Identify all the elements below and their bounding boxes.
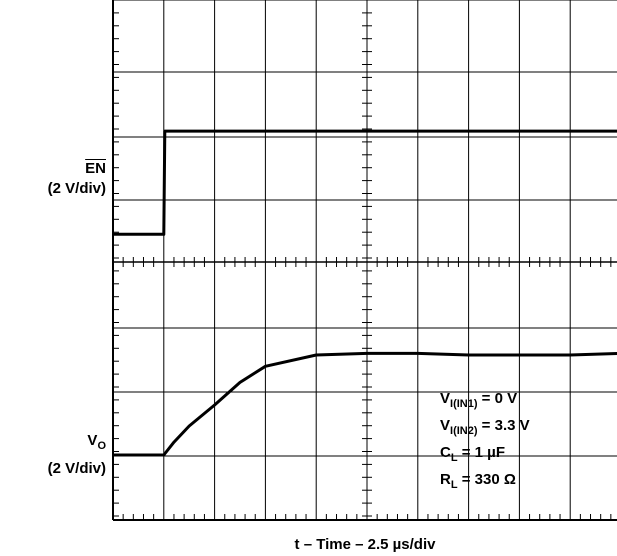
condition-rl-val: = 330 Ω bbox=[457, 471, 516, 488]
condition-vin2-sub: I(IN2) bbox=[450, 425, 478, 437]
vo-symbol: V bbox=[87, 432, 98, 449]
traces bbox=[113, 129, 617, 457]
condition-cl-sym: C bbox=[440, 444, 451, 461]
condition-vin2: VI(IN2) = 3.3 V bbox=[440, 415, 530, 442]
en-channel-name: EN bbox=[85, 160, 106, 177]
condition-vin2-sym: V bbox=[440, 417, 451, 434]
trace-vo bbox=[113, 351, 617, 457]
trace-en bbox=[113, 129, 617, 236]
test-conditions: VI(IN1) = 0 V VI(IN2) = 3.3 V CL = 1 µF … bbox=[440, 388, 530, 496]
condition-cl: CL = 1 µF bbox=[440, 442, 530, 469]
condition-vin1-sym: V bbox=[440, 390, 451, 407]
x-axis-label: t – Time – 2.5 µs/div bbox=[294, 536, 436, 553]
condition-vin2-val: = 3.3 V bbox=[477, 417, 530, 434]
vo-channel-scale: (2 V/div) bbox=[47, 460, 106, 477]
condition-vin1-val: = 0 V bbox=[477, 390, 518, 407]
condition-vin1-sub: I(IN1) bbox=[450, 398, 478, 410]
condition-cl-sub: L bbox=[450, 452, 458, 464]
condition-cl-val: = 1 µF bbox=[457, 444, 505, 461]
grid bbox=[112, 0, 617, 521]
vo-channel-name: VO bbox=[40, 432, 106, 455]
en-channel-scale: (2 V/div) bbox=[47, 180, 106, 197]
condition-rl-sym: R bbox=[440, 471, 451, 488]
vo-subscript: O bbox=[97, 440, 106, 452]
condition-rl: RL = 330 Ω bbox=[440, 469, 530, 496]
condition-vin1: VI(IN1) = 0 V bbox=[440, 388, 530, 415]
condition-rl-sub: L bbox=[450, 479, 458, 491]
